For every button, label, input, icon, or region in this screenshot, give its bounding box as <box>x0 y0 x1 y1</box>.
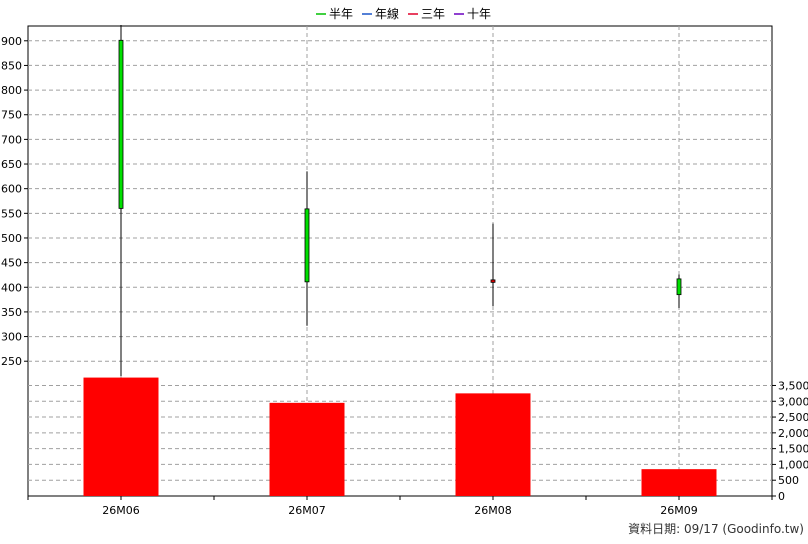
legend-label: 年線 <box>375 6 399 21</box>
price-tick-label: 500 <box>1 232 22 245</box>
volume-bar <box>455 393 531 496</box>
legend-label: 十年 <box>467 7 491 21</box>
price-tick-label: 350 <box>1 306 22 319</box>
price-tick-label: 700 <box>1 133 22 146</box>
candle-body <box>490 279 496 283</box>
volume-bar <box>83 377 159 496</box>
price-tick-label: 400 <box>1 281 22 294</box>
legend-label: 三年 <box>421 7 445 21</box>
candle-body <box>304 208 310 283</box>
category-label: 26M08 <box>474 504 512 517</box>
volume-tick-label: 1,000 <box>778 458 808 471</box>
volume-tick-label: 2,000 <box>778 427 808 440</box>
candle-body <box>676 278 682 296</box>
volume-tick-label: 2,500 <box>778 411 808 424</box>
price-tick-label: 600 <box>1 183 22 196</box>
volume-bar <box>641 469 717 496</box>
price-tick-label: 650 <box>1 158 22 171</box>
price-tick-label: 450 <box>1 257 22 270</box>
volume-tick-label: 1,500 <box>778 443 808 456</box>
price-tick-label: 750 <box>1 109 22 122</box>
category-label: 26M07 <box>288 504 326 517</box>
price-tick-label: 850 <box>1 59 22 72</box>
category-label: 26M06 <box>102 504 140 517</box>
volume-tick-label: 3,500 <box>778 379 808 392</box>
category-label: 26M09 <box>660 504 698 517</box>
price-tick-label: 550 <box>1 207 22 220</box>
data-date-footer: 資料日期: 09/17 (Goodinfo.tw) <box>628 522 804 536</box>
price-tick-label: 300 <box>1 331 22 344</box>
price-tick-label: 800 <box>1 84 22 97</box>
volume-tick-label: 0 <box>778 490 785 503</box>
volume-tick-label: 3,000 <box>778 395 808 408</box>
legend-label: 半年 <box>329 7 353 21</box>
volume-tick-label: 500 <box>778 474 799 487</box>
candle-body <box>118 39 124 209</box>
price-tick-label: 900 <box>1 35 22 48</box>
price-tick-label: 250 <box>1 355 22 368</box>
volume-bar <box>269 402 345 496</box>
